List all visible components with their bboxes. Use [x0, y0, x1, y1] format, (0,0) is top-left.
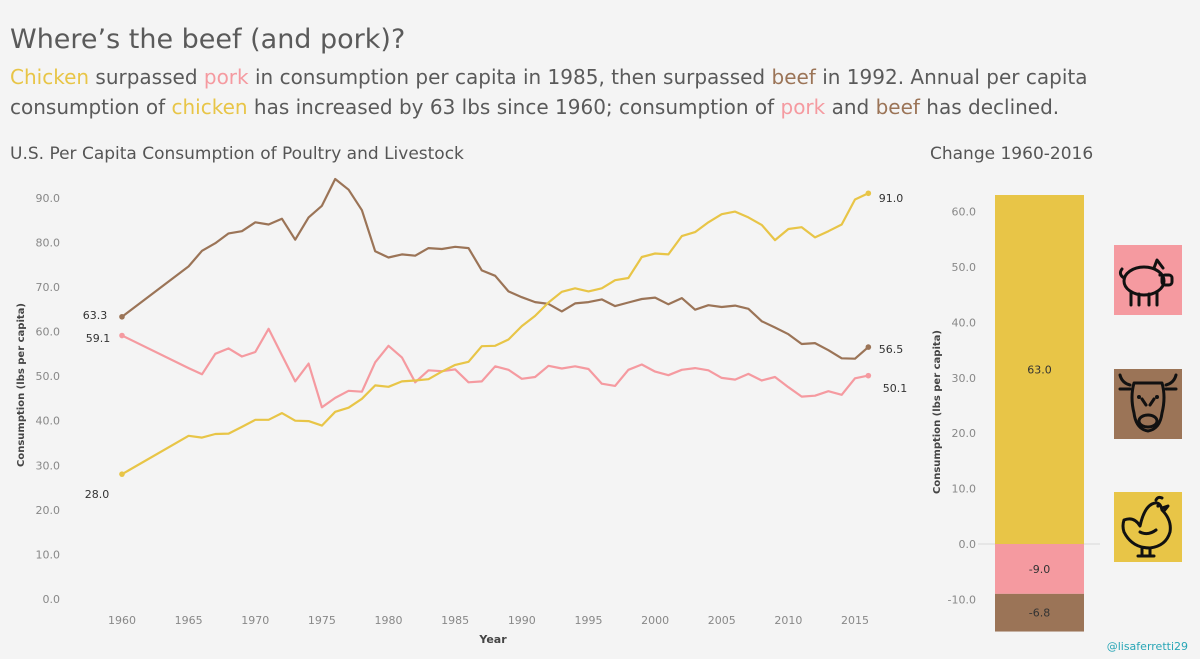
bar-y-tick-label: 60.0	[952, 206, 977, 219]
x-tick-label: 2005	[708, 614, 736, 627]
beef-end-label: 56.5	[879, 343, 904, 356]
author-credit[interactable]: @lisaferretti29	[1106, 640, 1188, 653]
x-tick-label: 2010	[774, 614, 802, 627]
y-tick-label: 30.0	[36, 459, 61, 472]
bar-y-tick-label: 20.0	[952, 427, 977, 440]
subtitle-part-text: in consumption per capita in 1985, then …	[248, 65, 772, 89]
bar-chart-title: Change 1960-2016	[930, 144, 1094, 164]
chicken-end-marker	[865, 190, 872, 197]
y-tick-label: 90.0	[36, 192, 61, 205]
x-axis-title: Year	[478, 633, 507, 646]
bar-y-tick-label: 10.0	[952, 483, 977, 496]
y-tick-label: 70.0	[36, 281, 61, 294]
beef-start-label: 63.3	[83, 309, 108, 322]
chicken-change-bar	[995, 195, 1084, 544]
y-tick-label: 40.0	[36, 415, 61, 428]
pork-change-bar	[995, 544, 1084, 594]
page-subtitle: Chicken surpassed pork in consumption pe…	[10, 62, 1190, 122]
cow-icon	[1114, 369, 1182, 439]
chicken-icon	[1114, 492, 1182, 562]
bar-y-tick-label: 50.0	[952, 261, 977, 274]
pork-end-marker	[865, 372, 872, 379]
y-tick-label: 50.0	[36, 370, 61, 383]
line-chart-title: U.S. Per Capita Consumption of Poultry a…	[10, 144, 464, 164]
pork-start-label: 59.1	[86, 332, 111, 345]
pork-end-label: 50.1	[883, 382, 908, 395]
bar-y-tick-label: -10.0	[948, 593, 976, 606]
pork-start-marker	[119, 332, 125, 339]
chicken-change-label: 63.0	[1027, 364, 1052, 377]
x-tick-label: 1990	[508, 614, 536, 627]
subtitle-part-beef: beef	[875, 95, 920, 119]
subtitle-part-text: and	[825, 95, 876, 119]
x-tick-label: 1960	[108, 614, 136, 627]
subtitle-part-text: has increased by 63 lbs since 1960; cons…	[247, 95, 781, 119]
chicken-start-label: 28.0	[85, 488, 110, 501]
y-tick-label: 20.0	[36, 504, 61, 517]
pork-series-line	[121, 327, 869, 409]
subtitle-part-beef: beef	[771, 65, 816, 89]
y-tick-label: 0.0	[43, 593, 61, 606]
subtitle-part-text: surpassed	[89, 65, 204, 89]
page-title: Where’s the beef (and pork)?	[10, 24, 406, 55]
pork-change-label: -9.0	[1029, 563, 1050, 576]
subtitle-part-pork: pork	[780, 95, 826, 119]
beef-change-bar	[995, 593, 1084, 632]
x-tick-label: 1985	[441, 614, 469, 627]
x-tick-label: 1995	[574, 614, 602, 627]
bar-y-tick-label: 30.0	[952, 372, 977, 385]
pig-icon	[1114, 245, 1182, 315]
x-tick-label: 1970	[241, 614, 269, 627]
chicken-end-label: 91.0	[879, 192, 904, 205]
subtitle-part-text: in 1992. Annual per capita consumption o…	[10, 65, 1088, 119]
chicken-start-marker	[119, 471, 125, 477]
beef-series-line	[121, 177, 870, 360]
x-tick-label: 1980	[375, 614, 403, 627]
beef-start-marker	[119, 313, 125, 320]
bar-y-tick-label: 0.0	[959, 538, 977, 551]
subtitle-part-chicken: Chicken	[10, 65, 90, 89]
beef-end-marker	[865, 344, 872, 350]
x-tick-label: 1965	[175, 614, 203, 627]
subtitle-part-pork: pork	[203, 65, 249, 89]
y-axis-title: Consumption (lbs per capita)	[16, 303, 27, 467]
bar-y-axis-title: Consumption (lbs per capita)	[932, 330, 943, 494]
subtitle-part-chicken: chicken	[171, 95, 248, 119]
subtitle-part-text: has declined.	[919, 95, 1060, 119]
x-tick-label: 2000	[641, 614, 669, 627]
y-tick-label: 10.0	[36, 548, 61, 561]
bar-y-tick-label: 40.0	[952, 316, 977, 329]
x-tick-label: 2015	[841, 614, 869, 627]
beef-change-label: -6.8	[1029, 607, 1050, 620]
x-tick-label: 1975	[308, 614, 336, 627]
y-tick-label: 80.0	[36, 236, 61, 249]
y-tick-label: 60.0	[36, 326, 61, 339]
chicken-series-line	[121, 192, 869, 476]
